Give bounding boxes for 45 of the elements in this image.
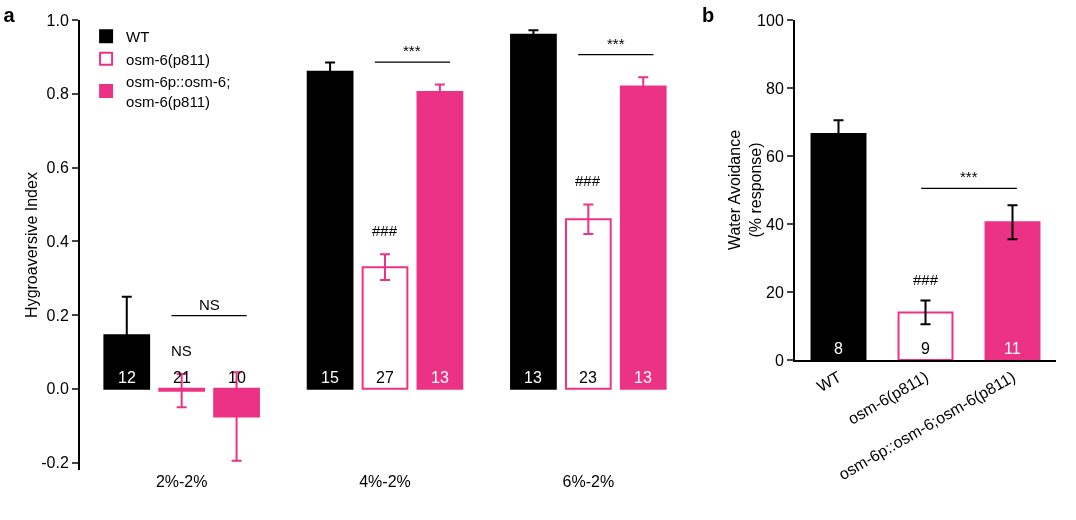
- y-axis-title: Water Avoidance (% response): [726, 129, 764, 251]
- chart-title: a: [3, 3, 16, 26]
- annotation: 9: [921, 340, 930, 357]
- annotation: 11: [1004, 340, 1021, 357]
- y-tick-label: 0.0: [46, 380, 69, 398]
- y-tick-label: -0.2: [41, 454, 69, 472]
- legend-label: osm-6(p811): [126, 50, 211, 68]
- annotation: 23: [579, 369, 597, 386]
- annotation: 13: [634, 369, 652, 386]
- annotation: ###: [913, 271, 939, 288]
- y-tick-label: 0.8: [46, 85, 69, 103]
- annotation: 13: [524, 369, 542, 386]
- y-tick-label: 0: [774, 351, 784, 369]
- annotation: ***: [403, 42, 421, 59]
- annotation: NS: [199, 296, 220, 313]
- annotation: ***: [960, 168, 978, 185]
- legend-label: WT: [126, 28, 150, 46]
- y-tick-label: 80: [766, 79, 784, 97]
- y-tick-label: 0.2: [46, 306, 69, 324]
- x-tick-label: WT: [813, 367, 845, 396]
- annotation: NS: [171, 342, 192, 359]
- x-tick-label: 6%-2%: [562, 473, 615, 490]
- annotation: ***: [607, 35, 625, 52]
- y-axis-title: Hygroaversive Index: [23, 172, 40, 318]
- annotation: ###: [372, 222, 398, 239]
- annotation: 15: [321, 369, 339, 386]
- bar: [984, 221, 1041, 360]
- annotation: ###: [575, 172, 601, 189]
- y-tick-label: 0.4: [46, 232, 69, 250]
- annotation: 13: [431, 369, 449, 386]
- bar: [897, 311, 954, 360]
- y-tick-label: 60: [766, 147, 784, 165]
- annotation: 8: [834, 340, 843, 357]
- y-tick-label: 0.6: [46, 159, 69, 177]
- annotation: 27: [376, 369, 394, 386]
- y-tick-label: 1.0: [46, 11, 69, 29]
- x-tick-label: 2%-2%: [155, 473, 208, 490]
- legend-label: osm-6p::osm-6; osm-6(p811): [126, 73, 231, 110]
- y-tick-label: 40: [766, 215, 784, 233]
- chart-title: b: [701, 3, 715, 26]
- y-tick-label: 20: [766, 283, 784, 301]
- annotation: 12: [118, 369, 136, 386]
- bar: [510, 33, 557, 390]
- x-tick-label: 4%-2%: [359, 473, 411, 490]
- y-tick-label: 100: [757, 11, 784, 29]
